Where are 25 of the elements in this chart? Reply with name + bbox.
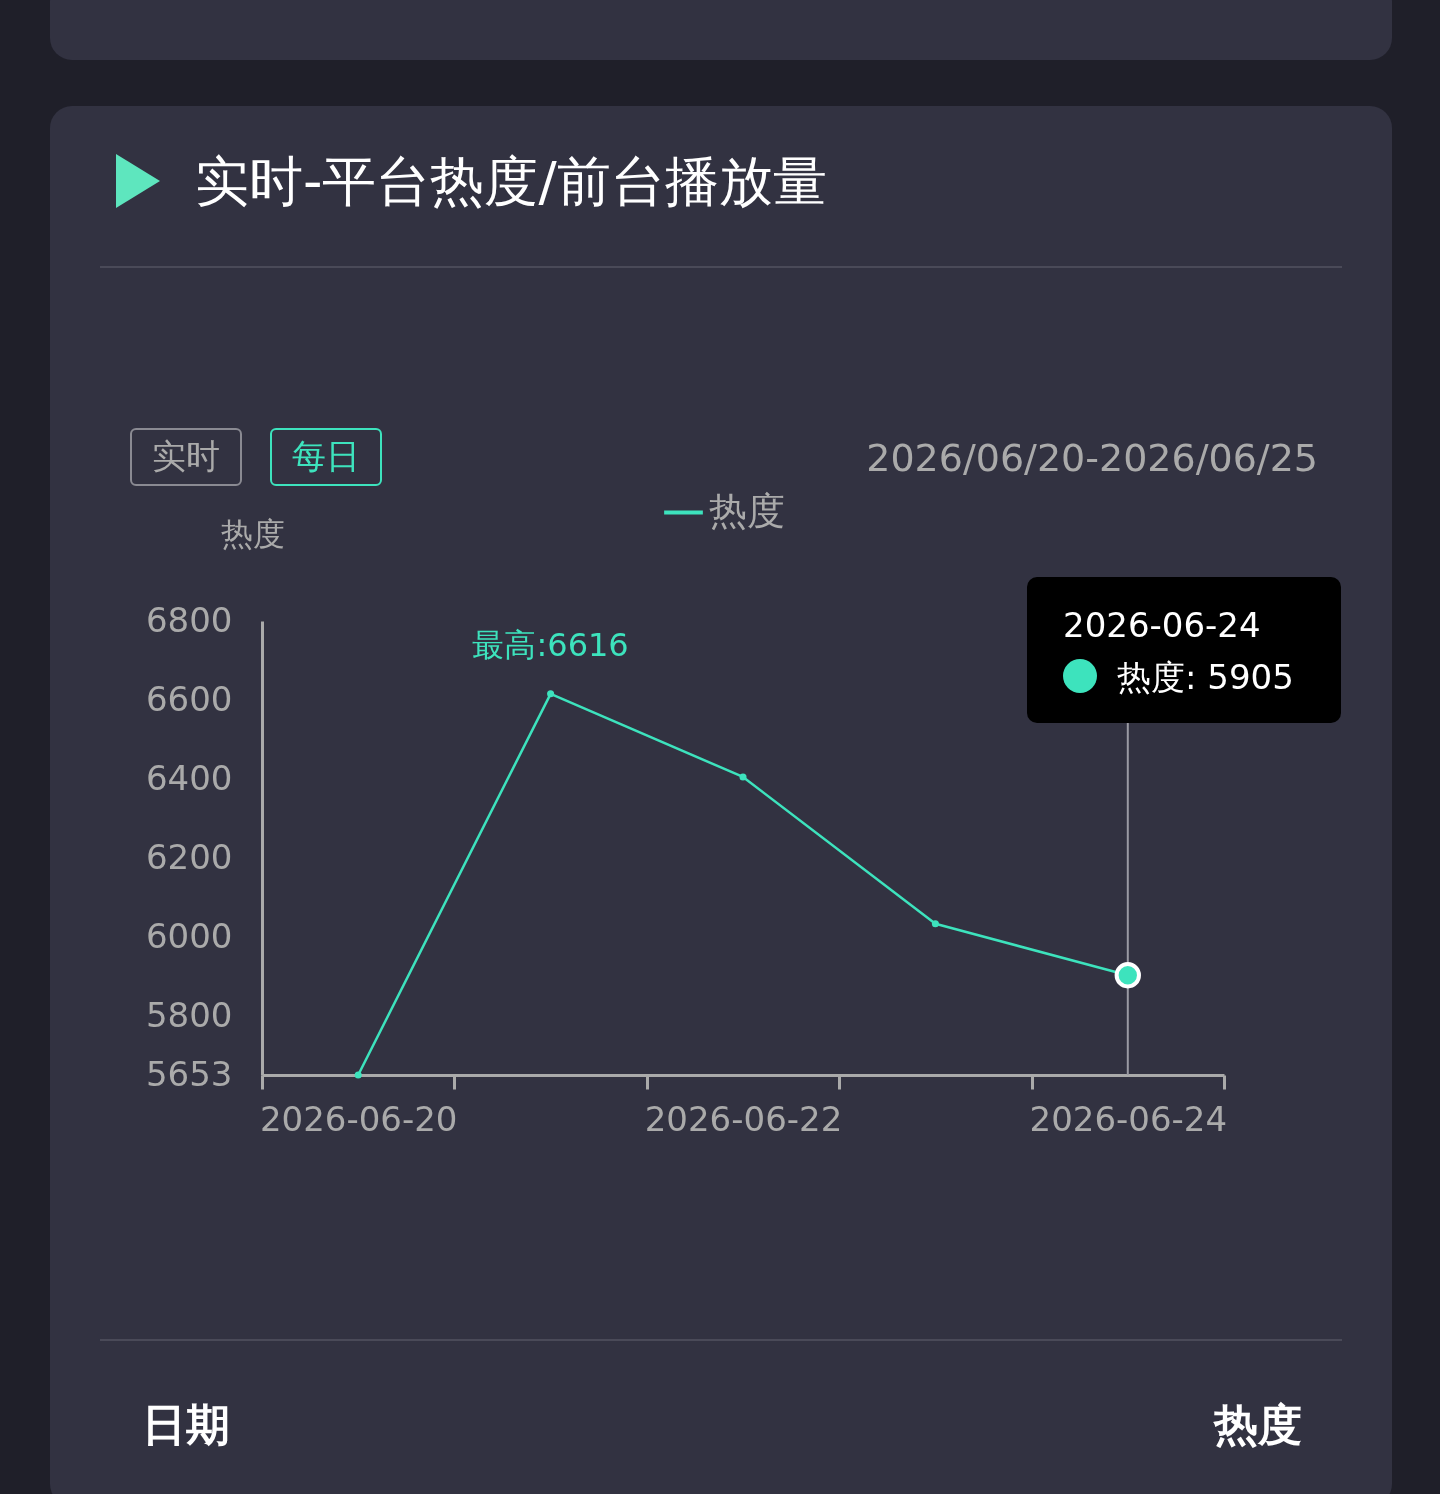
y-tick-label: 6600: [145, 678, 233, 719]
text: 热度: [1214, 1398, 1302, 1452]
annotation: 热度: 5905: [1116, 656, 1295, 699]
point: [739, 773, 747, 781]
x-tick-label: 2026-06-22: [644, 1098, 843, 1139]
annotation: 最高:6616: [472, 625, 629, 664]
y-tick-label: 6200: [145, 836, 233, 877]
point: [354, 1071, 362, 1079]
y-tick-label: 5653: [145, 1053, 233, 1094]
y-axis-title: 热度: [220, 514, 285, 553]
text: 实时: [130, 428, 242, 486]
text: 每日: [270, 428, 382, 486]
y-tick-label: 5800: [145, 995, 233, 1036]
x-tick-label: 2026-06-20: [259, 1098, 458, 1139]
annotation: 2026-06-24: [1063, 604, 1262, 647]
chart-title: 实时-平台热度/前台播放量: [195, 149, 827, 215]
text: 日期: [142, 1398, 230, 1452]
point: [931, 920, 939, 928]
y-tick-label: 6400: [145, 757, 233, 798]
y-tick-label: 6000: [145, 916, 233, 957]
x-tick-label: 2026-06-24: [1029, 1098, 1228, 1139]
text: 2026/06/20-2026/06/25: [866, 436, 1318, 480]
legend-label: 热度: [709, 488, 785, 533]
point: [547, 690, 555, 698]
y-tick-label: 6800: [145, 599, 233, 640]
